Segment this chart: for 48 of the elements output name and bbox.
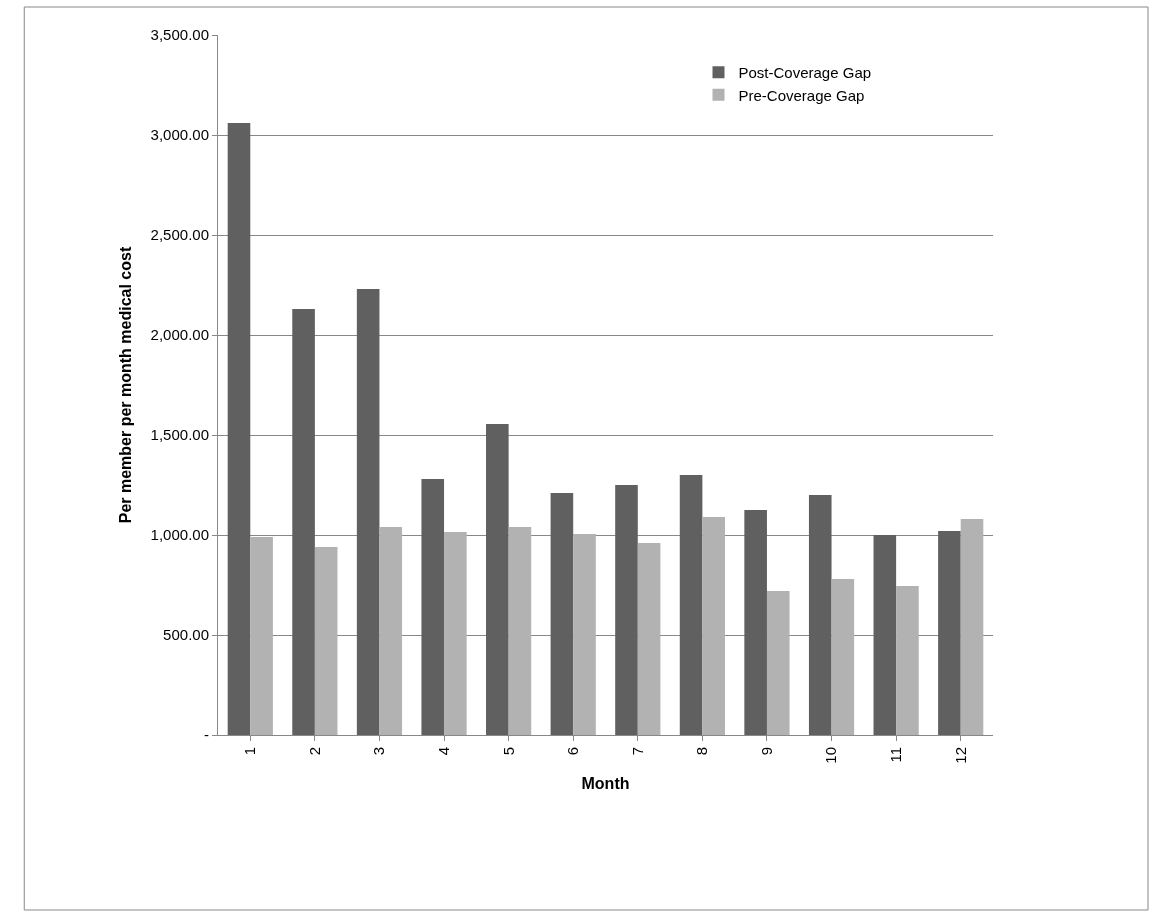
bar [379,527,403,735]
y-tick-label: 1,500.00 [150,426,209,444]
bar [573,534,596,735]
bar [314,547,338,735]
bar [960,519,984,735]
legend-label: Post-Coverage Gap [738,64,872,82]
x-tick-label: 1 [241,747,259,756]
bar [227,123,251,735]
x-tick-label: 8 [693,747,711,756]
x-axis-title: Month [581,775,630,793]
bar [896,586,919,735]
x-tick-label: 5 [499,747,517,756]
x-tick-label: 7 [628,747,646,756]
y-tick-label: 1,000.00 [150,526,209,544]
x-tick-label: 6 [564,747,582,756]
bar [873,535,897,735]
bar [444,532,467,735]
y-tick-label: 2,000.00 [150,326,209,344]
x-tick-label: 3 [370,747,388,756]
bar [766,591,790,735]
bar [356,289,380,735]
y-axis-title: Per member per month medical cost [116,246,134,524]
bar [250,537,273,735]
bar [744,510,767,735]
y-tick-label: 3,500.00 [150,26,209,44]
x-tick-label: 11 [886,747,904,763]
legend-label: Pre-Coverage Gap [738,86,865,104]
bar [550,493,574,735]
y-tick-label: 2,500.00 [150,226,209,244]
bar [808,495,832,735]
x-tick-label: 9 [757,747,775,756]
bar [508,527,532,735]
bar [637,543,661,735]
bar [486,424,509,735]
x-tick-label: 10 [822,747,840,764]
bar [831,579,855,735]
bar [702,517,725,735]
y-tick-label: 3,000.00 [150,126,209,144]
y-tick-label: 500.00 [163,626,209,644]
x-tick-label: 12 [951,747,969,764]
x-tick-label: 2 [305,747,323,756]
bar [615,485,638,735]
x-tick-label: 4 [434,747,452,756]
y-tick-label: - [204,726,209,744]
bar [292,309,315,735]
bar [938,531,961,735]
bar [679,475,703,735]
bar [421,479,445,735]
